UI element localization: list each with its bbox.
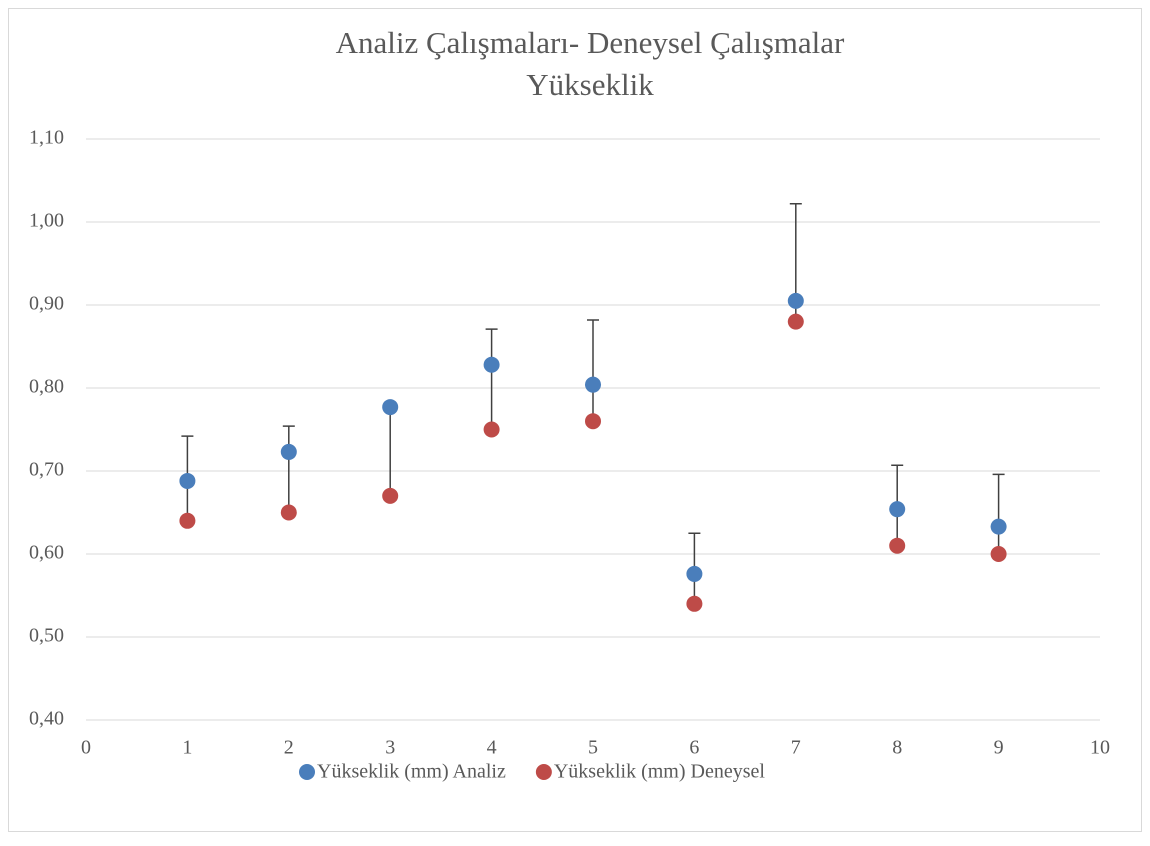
y-tick-label: 0,80 <box>29 376 64 398</box>
data-point <box>585 376 601 393</box>
data-point <box>483 421 500 438</box>
error-bar <box>992 473 1005 554</box>
error-bar <box>587 319 599 422</box>
y-tick-label: 0,70 <box>29 459 64 481</box>
y-tick-label: 0,40 <box>29 708 64 730</box>
chart-border <box>8 8 1142 832</box>
data-point <box>889 537 906 554</box>
x-tick-label: 2 <box>284 737 294 759</box>
data-point <box>686 565 703 582</box>
x-tick-label: 6 <box>689 737 699 759</box>
legend-label: Yükseklik (mm) Analiz <box>317 761 506 783</box>
error-bar <box>485 328 498 430</box>
x-tick-label: 7 <box>791 737 801 759</box>
legend-marker <box>299 764 315 780</box>
data-point <box>382 399 399 416</box>
data-point <box>179 472 196 489</box>
x-tick-label: 8 <box>892 737 902 759</box>
y-tick-label: 0,60 <box>29 542 64 564</box>
legend-marker <box>535 764 552 780</box>
error-bar <box>282 425 295 513</box>
data-point <box>990 546 1007 562</box>
y-tick-label: 1,00 <box>29 210 64 232</box>
data-point <box>382 487 399 504</box>
data-point <box>179 512 196 529</box>
data-point <box>686 595 703 612</box>
data-point <box>483 356 500 373</box>
x-tick-label: 0 <box>81 737 91 759</box>
data-point <box>585 413 601 430</box>
x-tick-label: 10 <box>1090 737 1110 759</box>
data-point <box>280 504 297 521</box>
data-point <box>990 518 1007 535</box>
data-point <box>787 313 804 330</box>
data-point <box>787 292 804 309</box>
x-tick-label: 9 <box>994 737 1004 759</box>
x-tick-label: 3 <box>385 737 395 759</box>
y-tick-label: 0,50 <box>29 625 64 647</box>
x-tick-label: 1 <box>182 737 192 759</box>
y-tick-label: 1,10 <box>29 127 64 149</box>
data-point <box>280 443 297 460</box>
y-tick-label: 0,90 <box>29 293 64 315</box>
chart-title: Analiz Çalışmaları- Deneysel Çalışmalar <box>336 25 845 60</box>
chart-title: Yükseklik <box>526 67 654 102</box>
data-point <box>889 501 906 518</box>
x-tick-label: 5 <box>588 737 598 759</box>
legend-label: Yükseklik (mm) Deneysel <box>554 761 766 783</box>
x-tick-label: 4 <box>487 737 497 759</box>
